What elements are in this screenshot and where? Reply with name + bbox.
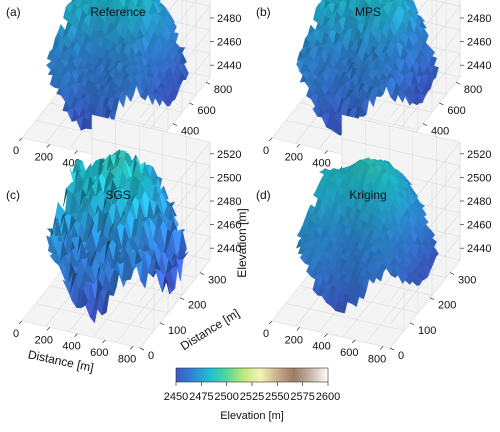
z-tick-label: 2460 [467, 220, 491, 232]
z-tick-label: 2480 [467, 13, 491, 25]
panel-title: MPS [355, 5, 381, 19]
y-tick-mark [189, 103, 193, 105]
z-tick-label: 2500 [217, 0, 241, 1]
panel-label: (b) [256, 5, 271, 19]
colorbar-tick-label: 2600 [316, 391, 340, 403]
z-tick-label: 2460 [217, 37, 241, 49]
y-tick-label: 100 [418, 325, 436, 337]
x-tick-label: 800 [368, 353, 386, 365]
x-tick-mark [325, 151, 328, 154]
x-tick-mark [297, 327, 300, 330]
x-tick-label: 600 [90, 347, 108, 359]
z-tick-label: 2480 [217, 196, 241, 208]
x-tick-mark [269, 138, 272, 141]
y-tick-mark [160, 323, 164, 325]
colorbar-tick-label: 2575 [290, 391, 314, 403]
z-tick-label: 2480 [467, 196, 491, 208]
x-tick-mark [75, 151, 78, 154]
x-tick-mark [19, 321, 22, 324]
z-tick-label: 2480 [217, 13, 241, 25]
y-tick-label: 200 [188, 300, 206, 312]
x-tick-mark [19, 138, 22, 141]
panel-label: (a) [6, 5, 21, 19]
x-tick-mark [269, 321, 272, 324]
y-tick-mark [200, 273, 204, 275]
z-tick-label: 2440 [467, 243, 491, 255]
y-tick-label: 200 [438, 300, 456, 312]
z-tick-label: 2500 [467, 172, 491, 184]
y-tick-mark [410, 323, 414, 325]
x-axis-label: Distance [m] [27, 347, 95, 375]
y-tick-label: 300 [208, 275, 226, 287]
panel-label: (c) [6, 188, 20, 202]
z-tick-label: 2440 [467, 60, 491, 72]
z-tick-label: 2500 [467, 0, 491, 1]
colorbar-tick-label: 2450 [164, 391, 188, 403]
y-tick-mark [439, 103, 443, 105]
x-tick-mark [102, 340, 105, 343]
panel-label: (d) [256, 188, 271, 202]
x-tick-mark [47, 144, 50, 147]
y-axis-label: Distance [m] [178, 306, 242, 353]
y-tick-mark [173, 124, 177, 126]
x-tick-mark [130, 346, 133, 349]
x-tick-label: 0 [263, 328, 269, 340]
y-tick-mark [140, 348, 144, 350]
panel-title: SGS [105, 188, 130, 202]
colorbar-label: Elevation [m] [220, 410, 284, 422]
y-tick-mark [430, 298, 434, 300]
x-tick-label: 0 [13, 328, 19, 340]
x-tick-label: 400 [312, 341, 330, 353]
y-tick-label: 800 [464, 84, 482, 96]
z-tick-label: 2520 [217, 149, 241, 161]
z-tick-label: 2500 [217, 172, 241, 184]
y-tick-mark [423, 124, 427, 126]
z-axis-label: Elevation [m] [235, 208, 249, 277]
y-tick-mark [206, 82, 210, 84]
x-tick-mark [352, 340, 355, 343]
x-tick-mark [380, 346, 383, 349]
x-tick-mark [325, 334, 328, 337]
colorbar-tick-label: 2525 [240, 391, 264, 403]
colorbar-tick-label: 2550 [265, 391, 289, 403]
x-tick-label: 200 [285, 334, 303, 346]
y-tick-mark [180, 298, 184, 300]
z-tick-label: 2520 [467, 149, 491, 161]
x-tick-mark [297, 144, 300, 147]
x-tick-label: 200 [35, 334, 53, 346]
y-tick-label: 600 [447, 105, 465, 117]
x-tick-label: 200 [285, 151, 303, 163]
y-tick-label: 300 [458, 275, 476, 287]
y-tick-label: 800 [214, 84, 232, 96]
x-tick-label: 600 [340, 347, 358, 359]
x-tick-mark [47, 327, 50, 330]
x-tick-label: 0 [13, 145, 19, 157]
x-tick-mark [75, 334, 78, 337]
y-tick-label: 600 [197, 105, 215, 117]
x-tick-label: 400 [62, 341, 80, 353]
colorbar-gradient [176, 368, 328, 382]
x-tick-label: 200 [35, 151, 53, 163]
y-tick-mark [390, 348, 394, 350]
z-tick-label: 2460 [467, 37, 491, 49]
colorbar-tick-label: 2500 [214, 391, 238, 403]
y-tick-label: 0 [148, 350, 154, 362]
x-tick-label: 400 [312, 158, 330, 170]
y-tick-label: 0 [398, 350, 404, 362]
x-tick-label: 0 [263, 145, 269, 157]
y-tick-mark [456, 82, 460, 84]
colorbar-tick-label: 2475 [189, 391, 213, 403]
y-tick-mark [450, 273, 454, 275]
y-tick-label: 100 [168, 325, 186, 337]
panel-title: Reference [90, 5, 146, 19]
panel-title: Kriging [349, 188, 386, 202]
x-tick-label: 800 [118, 353, 136, 365]
z-tick-label: 2440 [217, 60, 241, 72]
